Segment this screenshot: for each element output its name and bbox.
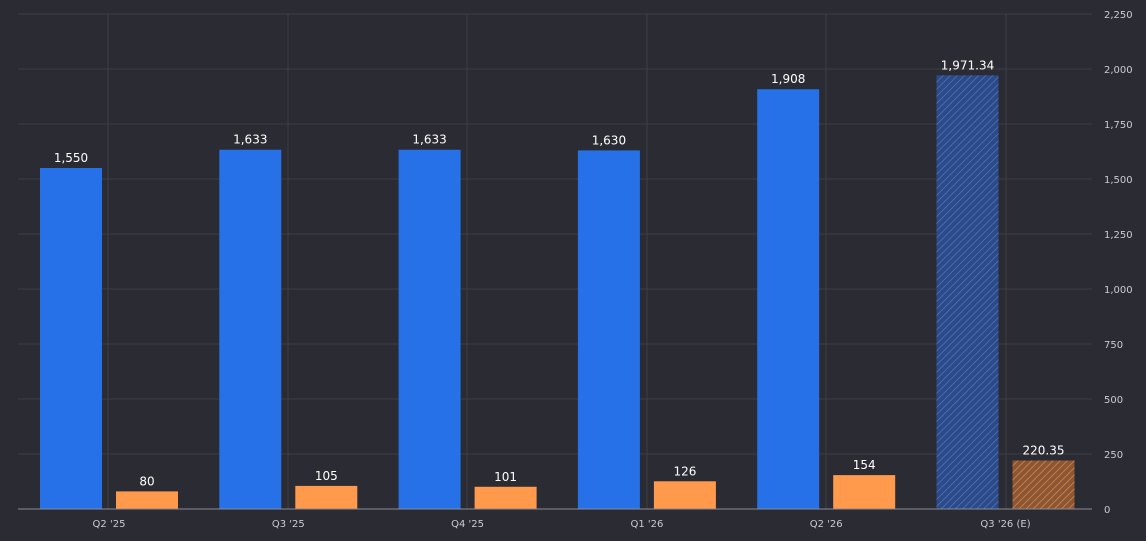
data-label: 126	[673, 464, 696, 478]
x-tick-label: Q2 '25	[93, 519, 126, 530]
bar-primary[interactable]	[757, 89, 820, 510]
x-tick-label: Q3 '26 (E)	[980, 519, 1030, 530]
data-label: 1,630	[592, 133, 626, 147]
y-tick-label: 2,250	[1104, 10, 1133, 21]
data-label: 1,971.34	[941, 58, 994, 72]
y-tick-label: 1,750	[1104, 120, 1133, 131]
bar-primary[interactable]	[40, 168, 102, 509]
y-tick-label: 1,000	[1104, 285, 1133, 296]
x-tick-label: Q4 '25	[451, 519, 484, 530]
bar-primary[interactable]	[577, 150, 640, 509]
y-tick-label: 250	[1104, 450, 1123, 461]
y-tick-label: 500	[1104, 395, 1123, 406]
data-label: 1,550	[54, 151, 88, 165]
y-tick-label: 1,250	[1104, 230, 1133, 241]
data-label: 154	[853, 458, 876, 472]
y-tick-label: 750	[1104, 340, 1123, 351]
data-label: 101	[494, 470, 517, 484]
x-tick-label: Q3 '25	[272, 519, 305, 530]
grid	[18, 13, 1092, 509]
data-label: 1,633	[412, 133, 446, 147]
bar-primary[interactable]	[219, 149, 282, 510]
bars	[40, 75, 1075, 510]
data-label: 1,908	[771, 72, 805, 86]
bar-primary[interactable]	[936, 75, 999, 509]
bar-primary[interactable]	[398, 149, 461, 510]
bar-secondary[interactable]	[474, 486, 537, 509]
bar-secondary[interactable]	[295, 485, 358, 509]
axes: 0 250 500 750 1,000 1,250 1,500 1,750 2,000 2,250…	[18, 10, 1133, 530]
data-labels: 1,550 80 1,633 105 1,633 101 1,630 126 1,908 154 1…	[54, 58, 1065, 488]
x-tick-label: Q2 '26	[810, 519, 843, 530]
x-tick-label: Q1 '26	[630, 519, 663, 530]
bar-secondary[interactable]	[833, 475, 896, 509]
data-label: 105	[315, 469, 338, 483]
y-tick-label: 2,000	[1104, 65, 1133, 76]
y-tick-label: 0	[1104, 505, 1110, 516]
bar-secondary[interactable]	[116, 491, 178, 509]
data-label: 220.35	[1023, 444, 1065, 458]
y-tick-label: 1,500	[1104, 175, 1133, 186]
data-label: 80	[139, 474, 154, 488]
data-label: 1,633	[233, 133, 267, 147]
bar-secondary[interactable]	[1012, 460, 1075, 509]
bar-secondary[interactable]	[653, 481, 716, 509]
